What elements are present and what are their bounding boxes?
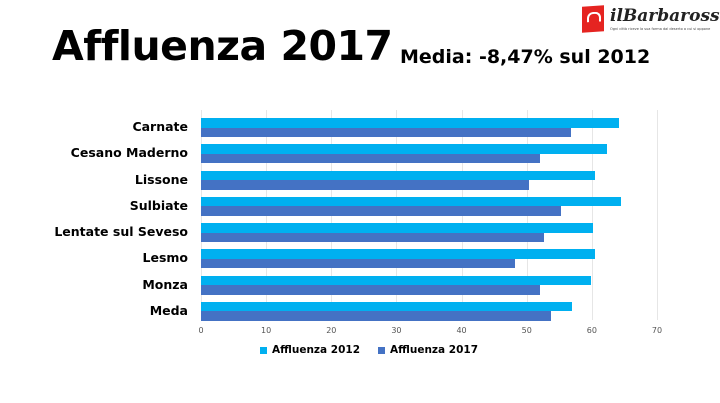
legend-label-2012: Affluenza 2012 bbox=[272, 344, 360, 356]
bar-chart-plot bbox=[201, 110, 658, 321]
x-tick-label: 20 bbox=[326, 326, 337, 335]
gridline bbox=[591, 110, 593, 320]
legend-item-2012: Affluenza 2012 bbox=[260, 344, 360, 356]
bar-affluenza-2017 bbox=[201, 153, 541, 164]
page-title: Affluenza 2017 bbox=[52, 22, 393, 70]
category-label: Monza bbox=[142, 276, 188, 292]
category-axis: Carnate Cesano Maderno Lissone Sulbiate Lent… bbox=[0, 110, 188, 320]
bar-affluenza-2017 bbox=[201, 206, 562, 216]
bell-icon bbox=[582, 5, 604, 33]
logo-name: ilBarbarossa bbox=[610, 6, 720, 26]
x-tick-label: 10 bbox=[261, 326, 272, 335]
bar-affluenza-2017 bbox=[201, 127, 571, 137]
bar-affluenza-2017 bbox=[201, 311, 551, 321]
x-tick-label: 30 bbox=[391, 326, 402, 335]
bar-affluenza-2017 bbox=[201, 180, 529, 190]
bar-affluenza-2017 bbox=[201, 258, 515, 269]
bar-affluenza-2012 bbox=[201, 118, 620, 128]
logo-tagline: Ogni città riceve la sua forma dal deser… bbox=[610, 27, 711, 31]
bar-affluenza-2012 bbox=[201, 301, 573, 312]
bar-affluenza-2017 bbox=[201, 232, 545, 242]
bar-affluenza-2012 bbox=[201, 170, 596, 180]
x-tick-label: 40 bbox=[456, 326, 467, 335]
x-tick-label: 70 bbox=[651, 326, 663, 335]
bar-affluenza-2017 bbox=[201, 285, 540, 295]
category-label: Cesano Maderno bbox=[70, 145, 188, 161]
category-label: Sulbiate bbox=[129, 197, 188, 213]
page-subtitle: Media: -8,47% sul 2012 bbox=[400, 46, 651, 68]
category-label: Meda bbox=[149, 302, 188, 318]
bar-affluenza-2012 bbox=[201, 249, 596, 259]
chart-legend: Affluenza 2012 Affluenza 2017 bbox=[260, 344, 478, 356]
legend-swatch-2012 bbox=[260, 346, 267, 354]
x-tick-label: 0 bbox=[198, 326, 204, 335]
category-label: Lesmo bbox=[142, 250, 189, 266]
bar-affluenza-2012 bbox=[201, 196, 621, 207]
category-label: Lissone bbox=[134, 171, 188, 187]
x-tick-label: 60 bbox=[586, 326, 597, 335]
legend-label-2017: Affluenza 2017 bbox=[390, 344, 478, 356]
bar-affluenza-2012 bbox=[201, 223, 593, 233]
category-label: Carnate bbox=[132, 119, 188, 134]
brand-logo: ilBarbarossa Ogni città riceve la sua fo… bbox=[580, 4, 720, 36]
category-label: Lentate sul Seveso bbox=[54, 224, 188, 239]
legend-swatch-2017 bbox=[378, 346, 385, 354]
x-tick-label: 50 bbox=[521, 326, 532, 335]
gridline bbox=[657, 110, 658, 320]
bar-affluenza-2012 bbox=[201, 144, 608, 154]
bar-affluenza-2012 bbox=[201, 275, 591, 285]
legend-item-2017: Affluenza 2017 bbox=[378, 344, 478, 356]
